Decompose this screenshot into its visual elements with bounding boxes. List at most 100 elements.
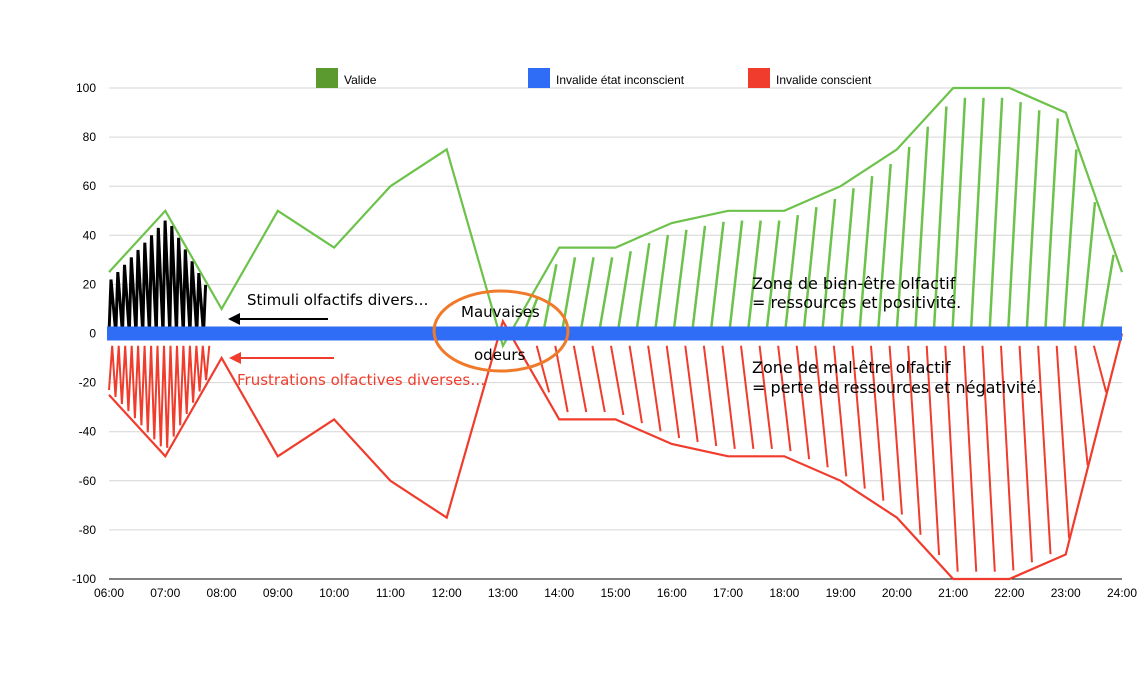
hatch-green-line (1007, 102, 1022, 329)
x-tick-label: 06:00 (94, 586, 124, 600)
x-tick-label: 16:00 (657, 586, 687, 600)
stimuli-label: Stimuli olfactifs divers… (247, 291, 429, 309)
hatch-black-zigzag (107, 220, 208, 334)
hatch-red-line (777, 345, 792, 452)
mauvaises-odeurs-circle (432, 289, 570, 373)
hatch-red-line (572, 345, 588, 413)
y-tick-label: -100 (72, 572, 96, 586)
x-tick-label: 10:00 (319, 586, 349, 600)
hatch-red-line (758, 345, 773, 450)
hatch-green-line (969, 97, 985, 329)
odeurs-label: odeurs (474, 346, 526, 364)
hatch-green-line (654, 234, 670, 329)
legend-swatch (748, 68, 770, 88)
hatch-red-line (740, 345, 755, 450)
y-tick-label: 80 (83, 130, 97, 144)
hatch-red-line (1018, 345, 1033, 563)
legend: Valide Invalide état inconscient Invalide … (316, 68, 872, 88)
series-line-invalide-conscient (108, 318, 1124, 581)
hatch-green-line (895, 146, 911, 329)
y-tick-label: 20 (83, 277, 97, 291)
hatch-green-line (728, 220, 744, 329)
hatch-red-line (702, 345, 718, 447)
hatch-green-line (709, 221, 725, 329)
hatch-green-line (784, 215, 800, 329)
hatch-red-line (1074, 345, 1089, 466)
hatch-layer (107, 97, 1115, 572)
annotations: Stimuli olfactifs divers… Frustrations o… (228, 274, 1041, 397)
legend-label: Invalide conscient (776, 73, 872, 87)
hatch-red-line (554, 345, 569, 413)
hatch-red-line (981, 345, 996, 572)
hatch-green-line (542, 264, 558, 329)
y-tick-label: 40 (83, 228, 97, 242)
hatch-green-line (839, 188, 855, 329)
hatch-green-line (598, 257, 614, 329)
hatch-red-line (962, 345, 978, 572)
x-tick-label: 09:00 (263, 586, 293, 600)
hatch-green-line (932, 106, 948, 329)
x-tick-label: 08:00 (207, 586, 237, 600)
series-bar-invalide-etat-inconscient (107, 326, 1122, 341)
y-tick-label: 0 (89, 327, 96, 341)
hatch-red-line (795, 345, 811, 460)
x-tick-label: 20:00 (882, 586, 912, 600)
hatch-green-line (1099, 254, 1115, 329)
hatch-green-line (1044, 118, 1060, 329)
zone-bien-etre-line2: = ressources et positivité. (752, 293, 961, 312)
hatch-green-line (951, 97, 967, 329)
x-tick-label: 07:00 (150, 586, 180, 600)
x-tick-label: 18:00 (769, 586, 799, 600)
hatch-green-line (988, 97, 1004, 329)
hatch-green-line (1025, 110, 1041, 329)
hatch-red-line (665, 345, 681, 439)
hatch-red-line (1037, 345, 1052, 555)
zone-mal-etre-line2: = perte de ressources et négativité. (752, 378, 1041, 397)
x-tick-label: 15:00 (600, 586, 630, 600)
x-tick-label: 24:00 (1107, 586, 1137, 600)
hatch-red-line (888, 345, 903, 515)
hatch-red-line (925, 345, 941, 556)
hatch-red-line (1000, 345, 1015, 571)
frustrations-arrow-head (229, 352, 241, 364)
hatch-green-line (802, 206, 818, 329)
series-layer (107, 86, 1124, 581)
hatch-red-line (944, 345, 959, 572)
hatch-red-line (1092, 345, 1108, 393)
hatch-green-line (765, 220, 781, 329)
hatch-red-line (684, 345, 699, 443)
frustrations-label: Frustrations olfactives diverses… (237, 371, 485, 389)
hatch-red-line (851, 345, 866, 489)
stimuli-arrow-head (228, 313, 240, 325)
hatch-green-line (672, 229, 688, 329)
hatch-green-line (1081, 202, 1097, 329)
x-tick-label: 14:00 (544, 586, 574, 600)
mauvaises-label: Mauvaises (461, 303, 540, 321)
hatch-red-line (535, 345, 551, 393)
legend-label: Valide (344, 73, 377, 87)
x-tick-label: 17:00 (713, 586, 743, 600)
zone-mal-etre-line1: Zone de mal-être olfactif (752, 358, 951, 377)
hatch-red-line (591, 345, 606, 413)
x-tick-label: 19:00 (826, 586, 856, 600)
hatch-red-line (814, 345, 829, 468)
hatch-green-line (877, 163, 892, 329)
x-tick-label: 13:00 (488, 586, 518, 600)
hatch-red-line (870, 345, 885, 501)
x-tick-label: 23:00 (1051, 586, 1081, 600)
hatch-green-line (821, 198, 837, 329)
x-tick-label: 21:00 (938, 586, 968, 600)
y-tick-label: 100 (76, 81, 96, 95)
hatch-green-line (914, 126, 930, 329)
x-tick-label: 12:00 (432, 586, 462, 600)
x-tick-label: 22:00 (994, 586, 1024, 600)
hatch-green-line (858, 176, 874, 329)
x-tick-label: 11:00 (376, 586, 405, 600)
series-line-valide (108, 86, 1124, 349)
y-tick-label: -40 (79, 425, 97, 439)
hatch-green-line (524, 296, 540, 330)
zone-bien-etre-line1: Zone de bien-être olfactif (752, 274, 956, 293)
y-tick-label: -80 (79, 523, 97, 537)
